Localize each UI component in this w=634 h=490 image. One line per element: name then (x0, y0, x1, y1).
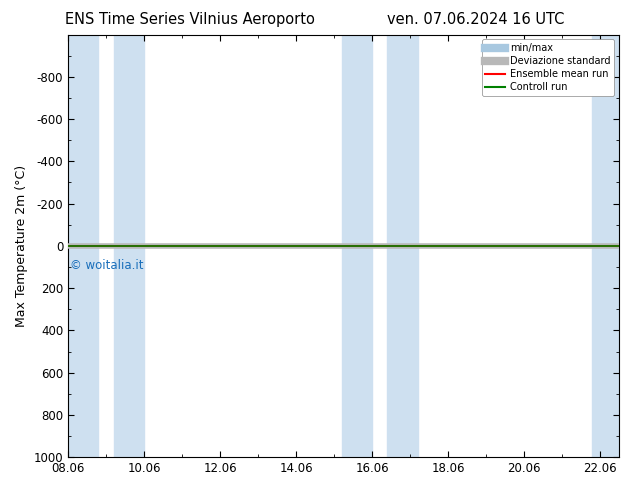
Bar (592, 35, 619, 457)
Text: © woitalia.it: © woitalia.it (70, 259, 143, 271)
Text: ven. 07.06.2024 16 UTC: ven. 07.06.2024 16 UTC (387, 12, 564, 27)
Bar (113, 35, 144, 457)
Bar (68, 35, 98, 457)
Bar (342, 35, 372, 457)
Legend: min/max, Deviazione standard, Ensemble mean run, Controll run: min/max, Deviazione standard, Ensemble m… (482, 40, 614, 96)
Y-axis label: Max Temperature 2m (°C): Max Temperature 2m (°C) (15, 165, 28, 327)
Bar (387, 35, 418, 457)
Text: ENS Time Series Vilnius Aeroporto: ENS Time Series Vilnius Aeroporto (65, 12, 315, 27)
